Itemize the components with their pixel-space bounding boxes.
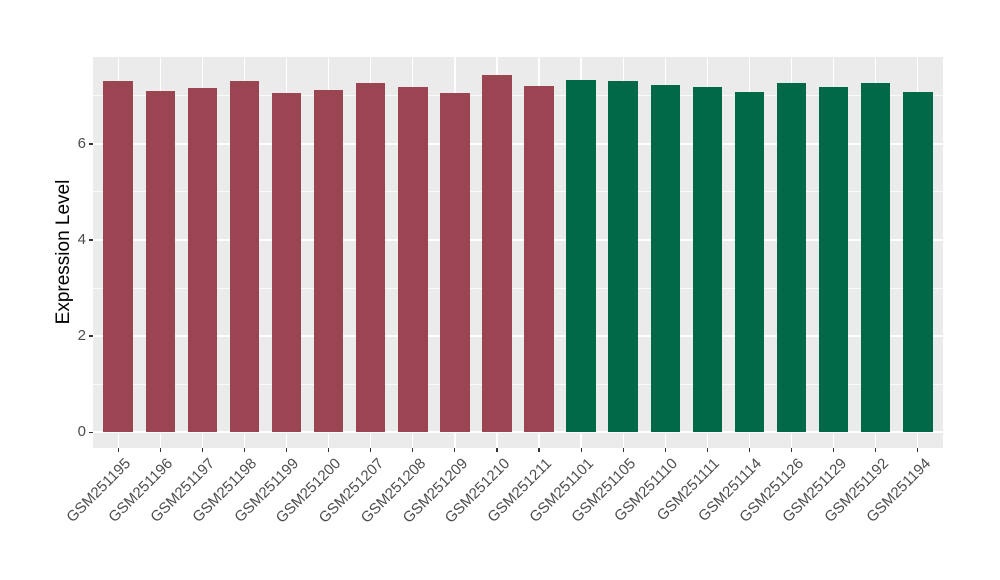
y-tick-0: [89, 431, 93, 433]
bar-GSM251111: [692, 86, 723, 433]
x-tick-GSM251194: [917, 448, 919, 452]
x-tick-GSM251110: [664, 448, 666, 452]
gridline-minor-y-1: [93, 383, 943, 385]
gridline-major-y-0: [93, 431, 943, 433]
bar-GSM251114: [734, 92, 765, 433]
y-tick-label-4: 4: [77, 231, 86, 248]
x-tick-GSM251199: [285, 448, 288, 452]
y-tick-label-6: 6: [77, 134, 86, 152]
y-tick-label-2: 2: [77, 327, 86, 345]
x-tick-GSM251192: [875, 448, 877, 452]
gridline-minor-y-7: [93, 95, 943, 97]
x-tick-GSM251111: [706, 448, 708, 452]
bar-GSM251194: [903, 91, 933, 433]
gridline-major-y-4: [93, 239, 943, 241]
bar-GSM251192: [860, 82, 891, 433]
x-tick-GSM251210: [496, 448, 498, 452]
bar-GSM251105: [608, 81, 638, 433]
x-tick-GSM251101: [580, 448, 582, 452]
bar-GSM251196: [145, 91, 176, 433]
x-tick-GSM251129: [832, 448, 835, 452]
x-tick-GSM251209: [454, 448, 456, 452]
gridline-major-y-6: [93, 143, 943, 145]
x-tick-GSM251197: [201, 448, 203, 452]
bar-GSM251101: [566, 79, 596, 433]
x-tick-GSM251211: [538, 448, 540, 452]
y-axis-title: Expression Level: [53, 179, 74, 325]
y-tick-2: [89, 335, 93, 337]
bar-GSM251211: [524, 85, 554, 433]
gridline-major-y-2: [93, 335, 943, 337]
x-tick-GSM251207: [370, 448, 372, 452]
gridline-minor-y-5: [93, 191, 943, 193]
bar-GSM251195: [103, 81, 133, 433]
plot-panel: [93, 57, 943, 448]
x-tick-GSM251114: [748, 448, 751, 452]
bar-GSM251198: [229, 81, 260, 433]
bar-GSM251110: [650, 85, 681, 433]
y-tick-label-0: 0: [77, 423, 86, 441]
x-tick-GSM251126: [790, 448, 793, 452]
y-tick-4: [89, 239, 93, 241]
bar-GSM251210: [482, 74, 512, 433]
x-tick-GSM251198: [243, 448, 246, 452]
x-tick-GSM251196: [159, 448, 161, 452]
x-tick-GSM251105: [622, 448, 624, 452]
y-tick-6: [89, 143, 93, 145]
x-tick-GSM251195: [117, 448, 119, 452]
bar-GSM251197: [187, 87, 218, 433]
bar-GSM251208: [398, 87, 428, 433]
x-tick-GSM251200: [328, 448, 330, 452]
bar-GSM251199: [271, 93, 302, 433]
bar-GSM251129: [818, 86, 849, 433]
gridline-minor-y-3: [93, 287, 943, 289]
bar-GSM251207: [355, 83, 386, 433]
bar-GSM251209: [440, 93, 470, 433]
bar-GSM251200: [313, 90, 344, 433]
x-tick-GSM251208: [412, 448, 414, 452]
bar-GSM251126: [776, 83, 807, 433]
